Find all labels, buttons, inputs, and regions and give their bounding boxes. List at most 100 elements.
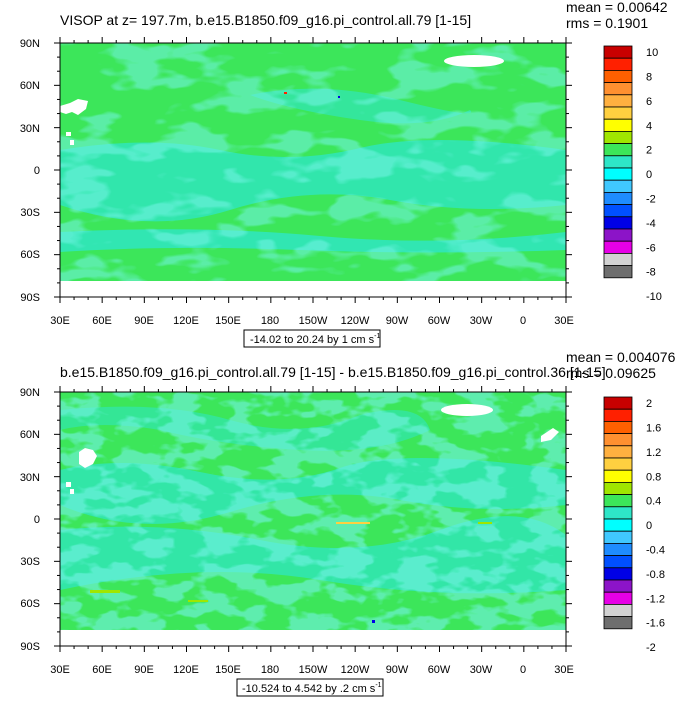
panel-1-range-exp: -1 xyxy=(374,333,380,340)
lon-label: 0 xyxy=(520,315,526,327)
lat-label: 30N xyxy=(20,472,40,484)
lat-label: 60S xyxy=(20,249,40,261)
colorbar-swatch xyxy=(603,457,633,471)
panel-2-range-exp: -1 xyxy=(375,682,381,689)
lon-label: 120W xyxy=(341,315,370,327)
colorbar-label: -2 xyxy=(646,642,656,654)
lon-label: 90W xyxy=(386,664,409,676)
panel-1-mean: mean = 0.00642 xyxy=(566,0,668,15)
panel-2-colorbar: 2 1.6 1.2 0.8 0.4 0 -0.4 -0.8 -1.2 -1.6 -2 xyxy=(603,396,665,654)
lat-label: 60S xyxy=(20,598,40,610)
colorbar-swatch xyxy=(603,555,633,569)
colorbar-swatch xyxy=(603,240,633,254)
colorbar-swatch xyxy=(603,506,633,520)
colorbar-label: -1.2 xyxy=(646,593,665,605)
colorbar-label: 10 xyxy=(646,47,658,59)
lon-label: 120W xyxy=(341,664,370,676)
colorbar-swatch xyxy=(603,70,633,84)
colorbar-label: 6 xyxy=(646,96,652,108)
panel-2-mean: mean = 0.004076 xyxy=(566,349,676,365)
colorbar-swatch xyxy=(603,94,633,108)
colorbar-label: -0.8 xyxy=(646,569,665,581)
lat-label: 30N xyxy=(20,123,40,135)
panel-1-map xyxy=(60,43,566,297)
lat-label: 60N xyxy=(20,429,40,441)
panel-1-axes xyxy=(54,37,572,303)
panel-2: b.e15.B1850.f09_g16.pi_control.all.79 [1… xyxy=(20,349,676,697)
lat-label: 90S xyxy=(20,292,40,304)
lon-label: 30W xyxy=(470,664,493,676)
lon-label: 90E xyxy=(134,315,154,327)
colorbar-label: 0.8 xyxy=(646,471,661,483)
colorbar-label: 8 xyxy=(646,72,652,84)
lat-label: 0 xyxy=(34,514,40,526)
colorbar-swatch xyxy=(603,155,633,169)
colorbar-swatch xyxy=(603,179,633,193)
panel-2-range-box: -10.524 to 4.542 by .2 cm s-1 xyxy=(236,678,384,697)
colorbar-swatch xyxy=(603,433,633,447)
colorbar-swatch xyxy=(603,396,633,410)
colorbar-swatch xyxy=(603,57,633,71)
panel-1-range-text: -14.02 to 20.24 by 1 cm s xyxy=(250,334,375,346)
colorbar-swatch xyxy=(603,518,633,532)
lon-label: 120E xyxy=(173,315,199,327)
panel-2-lon-labels: 30E 60E 90E 120E 150E 180 150W 120W 90W … xyxy=(50,664,574,676)
colorbar-label: -4 xyxy=(646,218,656,230)
colorbar-label: -10 xyxy=(646,291,662,303)
svg-text:-14.02 to 20.24 by 1 cm s-1: -14.02 to 20.24 by 1 cm s-1 xyxy=(250,333,380,346)
lon-label: 60E xyxy=(92,315,112,327)
colorbar-label: 4 xyxy=(646,120,652,132)
colorbar-swatch xyxy=(603,420,633,434)
colorbar-label: 0 xyxy=(646,169,652,181)
panel-2-map xyxy=(60,392,566,646)
lon-label: 150W xyxy=(299,315,328,327)
colorbar-swatch xyxy=(603,45,633,59)
lon-label: 30E xyxy=(50,664,70,676)
lon-label: 150E xyxy=(215,664,241,676)
panel-2-title: b.e15.B1850.f09_g16.pi_control.all.79 [1… xyxy=(60,364,606,380)
panel-2-axes xyxy=(54,386,572,652)
lat-label: 90S xyxy=(20,641,40,653)
panel-1-lon-labels: 30E 60E 90E 120E 150E 180 150W 120W 90W … xyxy=(50,315,574,327)
lon-label: 150W xyxy=(299,664,328,676)
lat-label: 30S xyxy=(20,556,40,568)
colorbar-label: 1.6 xyxy=(646,423,661,435)
lon-label: 60W xyxy=(428,315,451,327)
colorbar-swatch xyxy=(603,143,633,157)
lon-label: 90W xyxy=(386,315,409,327)
panel-1-range-box: -14.02 to 20.24 by 1 cm s-1 xyxy=(243,329,381,348)
lat-label: 0 xyxy=(34,165,40,177)
colorbar-swatch xyxy=(603,216,633,230)
panel-1-lat-labels: 90N 60N 30N 0 30S 60S 90S xyxy=(20,38,40,304)
colorbar-label: 2 xyxy=(646,398,652,410)
lon-label: 60W xyxy=(428,664,451,676)
colorbar-swatch xyxy=(603,445,633,459)
panel-1-rms: rms = 0.1901 xyxy=(566,15,648,31)
colorbar-swatch xyxy=(603,591,633,605)
lon-label: 180 xyxy=(261,315,279,327)
colorbar-swatch xyxy=(603,616,633,630)
colorbar-swatch xyxy=(603,530,633,544)
colorbar-label: 1.2 xyxy=(646,447,661,459)
panel-1-colorbar: 10 8 6 4 2 0 -2 -4 -6 -8 -10 xyxy=(603,45,662,303)
colorbar-swatch xyxy=(603,82,633,96)
colorbar-label: 2 xyxy=(646,145,652,157)
panel-1-title: VISOP at z= 197.7m, b.e15.B1850.f09_g16.… xyxy=(60,12,471,28)
colorbar-swatch xyxy=(603,579,633,593)
colorbar-swatch xyxy=(603,228,633,242)
colorbar-swatch xyxy=(603,469,633,483)
lon-label: 60E xyxy=(92,664,112,676)
lat-label: 30S xyxy=(20,207,40,219)
colorbar-swatch xyxy=(603,543,633,557)
colorbar-label: -6 xyxy=(646,242,656,254)
lon-label: 0 xyxy=(520,664,526,676)
panel-2-rms: rms = 0.09625 xyxy=(566,365,656,381)
lon-label: 150E xyxy=(215,315,241,327)
colorbar-swatch xyxy=(603,191,633,205)
lat-label: 60N xyxy=(20,80,40,92)
lon-label: 30E xyxy=(50,315,70,327)
colorbar-swatch xyxy=(603,408,633,422)
colorbar-swatch xyxy=(603,167,633,181)
lat-label: 90N xyxy=(20,38,40,50)
colorbar-swatch xyxy=(603,494,633,508)
